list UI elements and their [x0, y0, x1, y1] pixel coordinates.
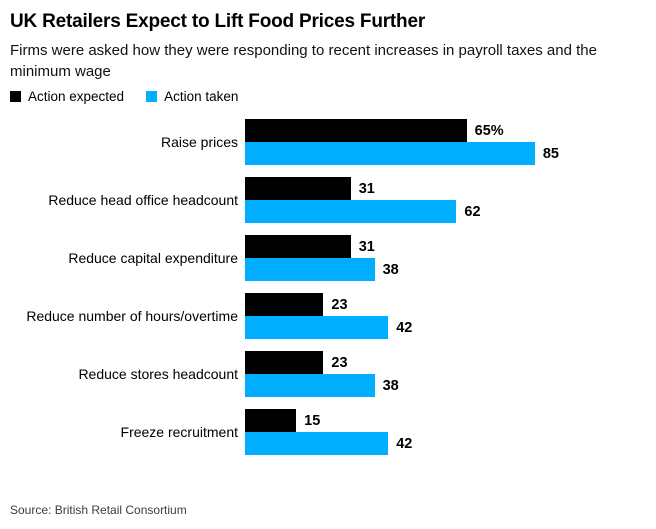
- chart-title: UK Retailers Expect to Lift Food Prices …: [10, 11, 426, 32]
- chart-row: Freeze recruitment 15 42: [10, 409, 646, 455]
- chart-row: Raise prices 65% 85: [10, 119, 646, 165]
- bar-action-taken: [245, 200, 457, 223]
- value-label: 42: [396, 435, 413, 452]
- category-label: Freeze recruitment: [120, 423, 238, 440]
- bar-action-taken: [245, 432, 389, 455]
- bar-action-expected: [245, 351, 324, 374]
- value-label: 65%: [474, 122, 504, 139]
- value-label: 38: [382, 377, 399, 394]
- bar-line: 42: [245, 432, 646, 455]
- category-label: Reduce stores headcount: [78, 365, 238, 382]
- value-label: 23: [331, 296, 348, 313]
- bar-action-expected: [245, 119, 467, 142]
- chart-subtitle: Firms were asked how they were respondin…: [10, 42, 597, 80]
- legend-item-action-expected: Action expected: [10, 89, 124, 104]
- bar-group: 23 38: [245, 351, 646, 397]
- bar-line: 42: [245, 316, 646, 339]
- bar-action-expected: [245, 293, 324, 316]
- legend-swatch-action-expected: [10, 91, 21, 102]
- bar-line: 62: [245, 200, 646, 223]
- bar-action-taken: [245, 258, 375, 281]
- chart-row: Reduce stores headcount 23 38: [10, 351, 646, 397]
- bar-line: 38: [245, 258, 646, 281]
- bar-line: 31: [245, 177, 646, 200]
- value-label: 31: [358, 180, 375, 197]
- legend: Action expected Action taken: [10, 89, 646, 104]
- category-label: Reduce head office headcount: [48, 191, 238, 208]
- bar-action-taken: [245, 374, 375, 397]
- value-label: 42: [396, 319, 413, 336]
- bar-group: 31 38: [245, 235, 646, 281]
- bar-line: 38: [245, 374, 646, 397]
- bar-action-taken: [245, 142, 535, 165]
- category-label: Reduce capital expenditure: [68, 249, 238, 266]
- bar-group: 23 42: [245, 293, 646, 339]
- chart-row: Reduce capital expenditure 31 38: [10, 235, 646, 281]
- bar-group: 31 62: [245, 177, 646, 223]
- bar-action-taken: [245, 316, 389, 339]
- source-line: Source: British Retail Consortium: [10, 503, 187, 517]
- bar-chart: Raise prices 65% 85 Reduce head office head…: [10, 119, 646, 455]
- legend-label: Action expected: [28, 89, 125, 104]
- bar-line: 65%: [245, 119, 646, 142]
- bar-action-expected: [245, 409, 297, 432]
- category-label: Raise prices: [160, 133, 238, 150]
- value-label: 23: [331, 354, 348, 371]
- chart-row: Reduce head office headcount 31 62: [10, 177, 646, 223]
- value-label: 62: [464, 203, 481, 220]
- value-label: 31: [358, 238, 375, 255]
- bar-group: 15 42: [245, 409, 646, 455]
- category-label: Reduce number of hours/overtime: [26, 307, 238, 324]
- bar-line: 23: [245, 351, 646, 374]
- legend-swatch-action-taken: [146, 91, 158, 102]
- bar-group: 65% 85: [245, 119, 646, 165]
- value-label: 15: [304, 412, 321, 429]
- bar-line: 23: [245, 293, 646, 316]
- legend-label: Action taken: [164, 89, 239, 104]
- bar-action-expected: [245, 177, 351, 200]
- bar-line: 31: [245, 235, 646, 258]
- bar-action-expected: [245, 235, 351, 258]
- bar-line: 15: [245, 409, 646, 432]
- chart-row: Reduce number of hours/overtime 23 42: [10, 293, 646, 339]
- value-label: 38: [382, 261, 399, 278]
- bar-line: 85: [245, 142, 646, 165]
- value-label: 85: [542, 145, 559, 162]
- legend-item-action-taken: Action taken: [146, 89, 238, 104]
